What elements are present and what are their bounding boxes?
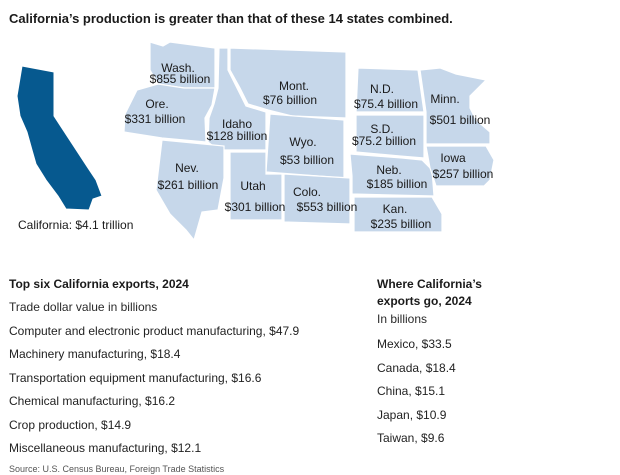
destinations-title-line2: exports go, 2024	[377, 294, 472, 308]
source-note: Source: U.S. Census Bureau, Foreign Trad…	[9, 464, 225, 474]
state-nebraska	[349, 153, 435, 197]
label-co-value: $553 billion	[297, 200, 358, 214]
state-south-dakota	[355, 114, 425, 159]
list-item: Computer and electronic product manufact…	[9, 324, 300, 338]
label-nd-name: N.D.	[370, 82, 394, 96]
label-ut-value: $301 billion	[225, 200, 286, 214]
list-item: Machinery manufacturing, $18.4	[9, 347, 181, 362]
list-item: Taiwan, $9.6	[377, 431, 445, 446]
label-id-value: $128 billion	[207, 129, 268, 143]
label-mt-value: $76 billion	[263, 93, 317, 107]
label-sd-value: $75.2 billion	[352, 134, 416, 148]
label-nd-value: $75.4 billion	[354, 97, 418, 111]
label-ne-value: $185 billion	[367, 177, 428, 191]
state-idaho	[207, 47, 267, 151]
label-ia-value: $257 billion	[433, 167, 494, 181]
state-nevada	[155, 139, 225, 242]
list-item: Miscellaneous manufacturing, $12.1	[9, 440, 202, 455]
label-co-name: Colo.	[293, 185, 321, 199]
list-item: China, $15.1	[377, 384, 446, 399]
list-item: Canada, $18.4	[377, 360, 456, 375]
state-california	[16, 65, 103, 211]
list-item: Crop production, $14.9	[9, 417, 132, 432]
label-id-name: Idaho	[222, 117, 252, 131]
label-sd-name: S.D.	[370, 122, 393, 136]
label-or-name: Ore.	[145, 97, 168, 111]
state-oregon	[123, 83, 216, 143]
label-nv-value: $261 billion	[158, 178, 219, 192]
states-map: Wash. $855 billion Ore. $331 billion Ida…	[16, 41, 495, 242]
label-wy-value: $53 billion	[280, 153, 334, 167]
label-mn-value: $501 billion	[430, 113, 491, 127]
label-wy-name: Wyo.	[289, 135, 316, 149]
state-utah	[229, 151, 283, 221]
label-or-value: $331 billion	[125, 112, 186, 126]
label-ks-name: Kan.	[383, 202, 408, 216]
label-wa-value: $855 billion	[150, 72, 211, 86]
list-item: Japan, $10.9	[377, 407, 447, 422]
state-colorado	[283, 173, 351, 225]
state-kansas	[353, 196, 443, 233]
label-ia-name: Iowa	[440, 151, 466, 165]
label-ks-value: $235 billion	[371, 217, 432, 231]
destinations-title-line1: Where California’s	[377, 277, 482, 291]
state-north-dakota	[355, 67, 425, 113]
list-item: Transportation equipment manufacturing, …	[9, 370, 262, 385]
list-item: Mexico, $33.5	[377, 337, 452, 351]
label-ne-name: Neb.	[376, 163, 401, 177]
label-nv-name: Nev.	[175, 161, 199, 175]
destinations-list: Mexico, $33.5 Canada, $18.4 China, $15.1…	[377, 336, 456, 454]
page-title: California’s production is greater than …	[9, 11, 453, 26]
exports-subtitle: Trade dollar value in billions	[9, 300, 158, 314]
state-iowa	[425, 145, 495, 187]
destinations-subtitle: In billions	[377, 312, 428, 326]
label-mn-name: Minn.	[430, 92, 459, 106]
state-minnesota	[419, 67, 491, 145]
destinations-title: Where California’s exports go, 2024	[377, 276, 482, 310]
label-wa-name: Wash.	[161, 61, 195, 75]
label-ut-name: Utah	[240, 179, 265, 193]
exports-list: Computer and electronic product manufact…	[9, 323, 299, 463]
california-label: California: $4.1 trillion	[18, 218, 134, 232]
state-montana	[229, 47, 347, 119]
exports-title: Top six California exports, 2024	[9, 277, 189, 291]
label-mt-name: Mont.	[279, 79, 309, 93]
list-item: Chemical manufacturing, $16.2	[9, 394, 176, 409]
